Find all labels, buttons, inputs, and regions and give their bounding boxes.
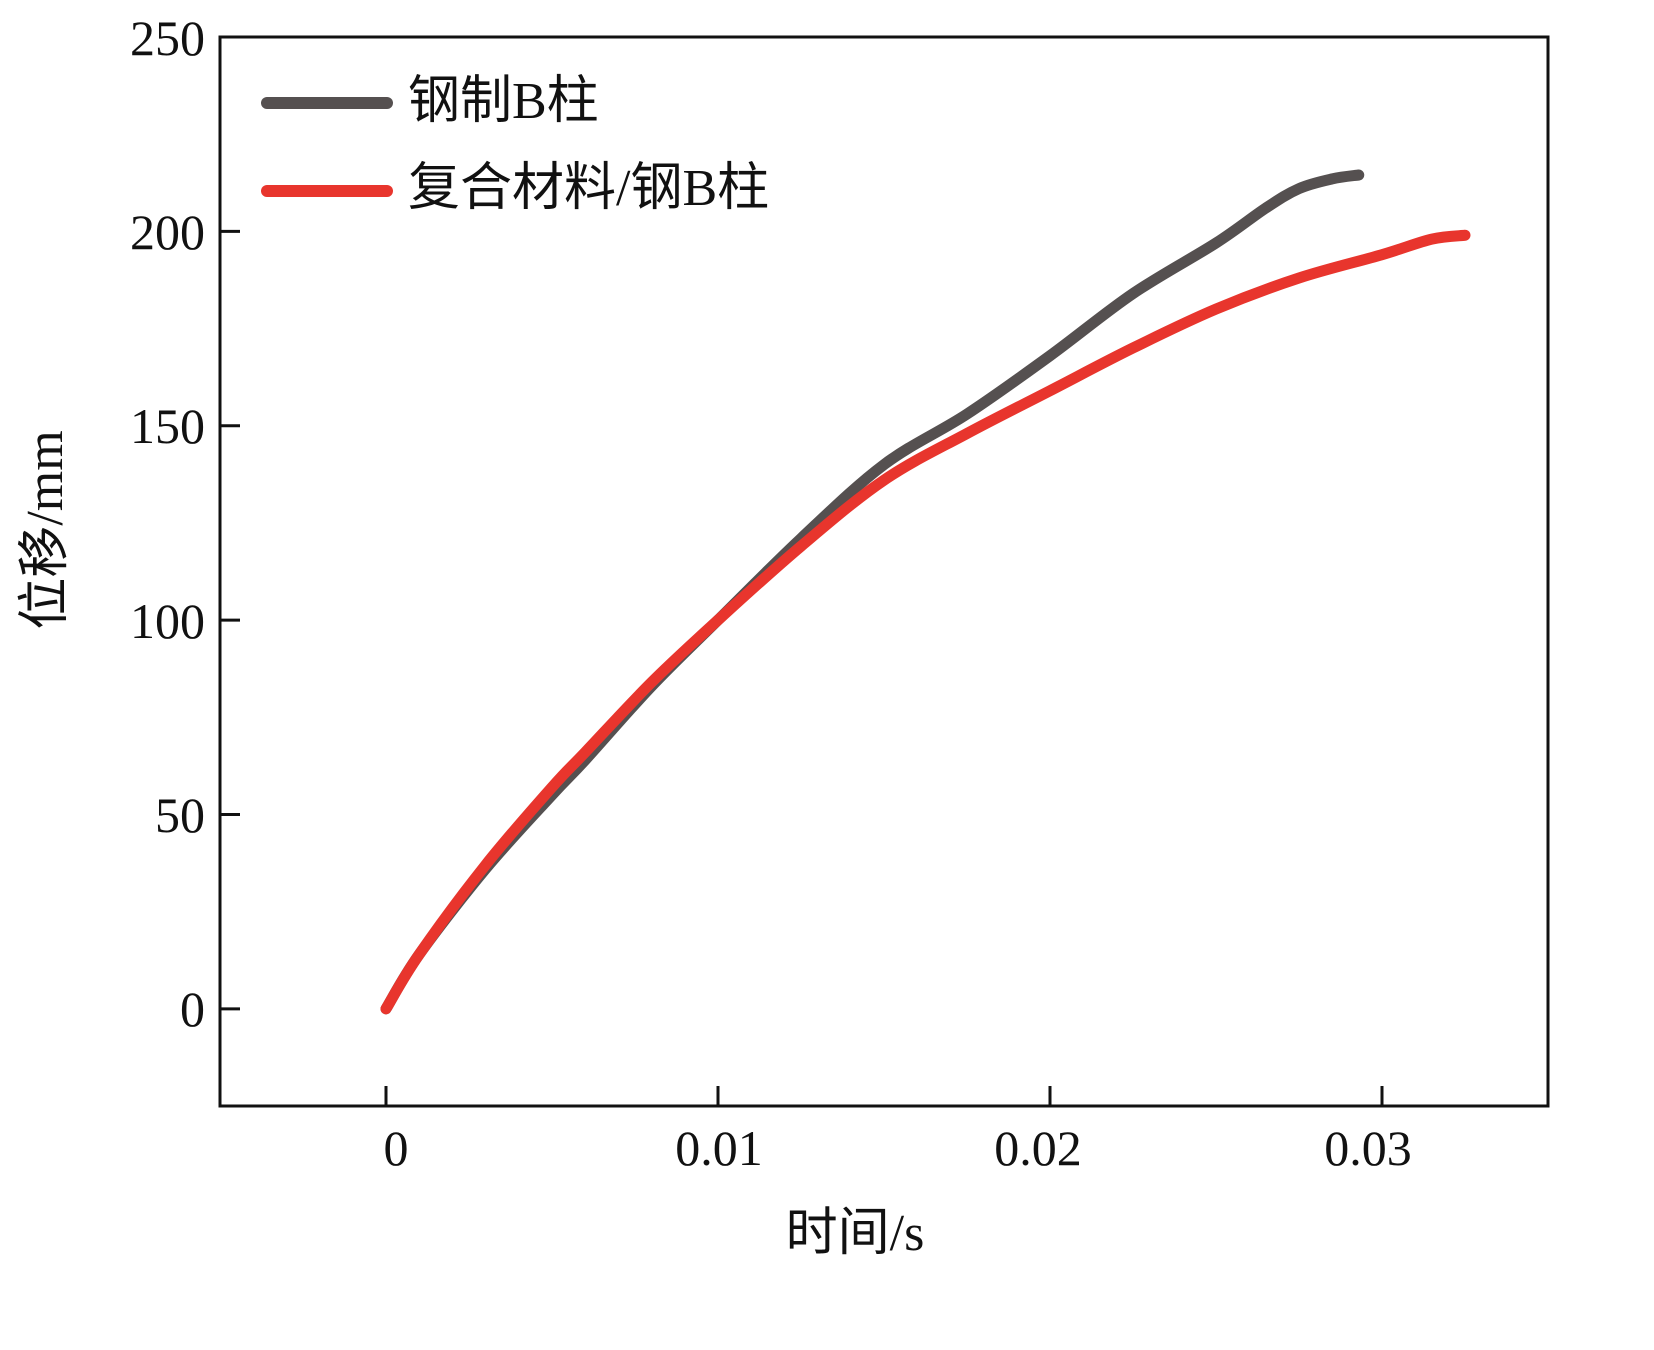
y-axis-title: 位移/mm [17,430,74,629]
x-tick-label: 0.02 [994,1120,1082,1176]
y-tick-label: 150 [130,398,205,454]
x-tick-label: 0.01 [675,1120,763,1176]
ticks-layer [220,35,1384,1106]
y-tick-label: 250 [130,10,205,66]
legend-label-steel: 钢制B柱 [408,73,599,130]
series-line-1 [380,229,1471,1015]
series-layer [380,169,1471,1015]
series-line-0 [380,169,1365,1015]
y-tick-label: 100 [130,593,205,649]
legend-label-composite: 复合材料/钢B柱 [408,160,769,217]
y-tick-label: 200 [130,204,205,260]
x-axis-title: 时间/s [786,1205,925,1262]
y-tick-label: 50 [155,787,205,843]
x-tick-label: 0.03 [1324,1120,1412,1176]
y-tick-label: 0 [180,981,205,1037]
plot-frame [218,35,1550,1108]
legend: 钢制B柱 复合材料/钢B柱 [261,73,769,217]
x-tick-label: 0 [384,1120,409,1176]
